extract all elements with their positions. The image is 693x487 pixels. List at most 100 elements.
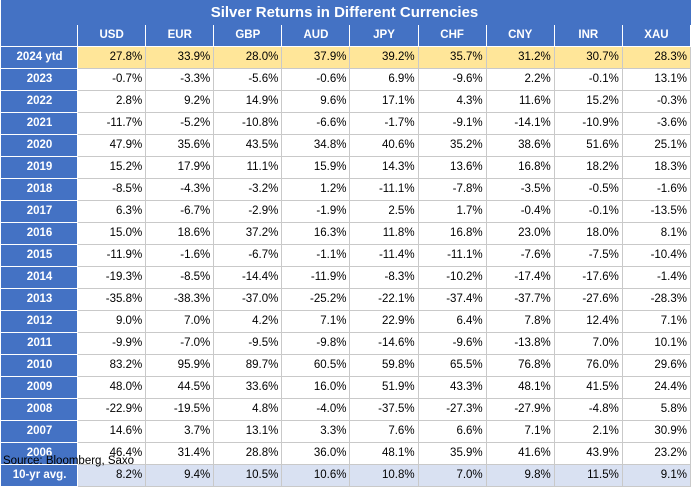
table-cell: 15.9% xyxy=(281,156,351,179)
table-cell: -3.5% xyxy=(485,178,555,201)
table-cell: 76.8% xyxy=(485,354,555,377)
table-cell: 12.4% xyxy=(553,310,623,333)
table-cell: -37.5% xyxy=(349,398,419,421)
table-cell: -8.5% xyxy=(77,178,147,201)
table-cell: -0.4% xyxy=(485,200,555,223)
row-label: 2006 xyxy=(0,442,79,465)
table-cell: 16.3% xyxy=(281,222,351,245)
average-row: 10-yr avg. 8.2% 9.4% 10.5% 10.6% 10.8% 7.0% 9.8… xyxy=(0,464,692,487)
table-cell: 18.3% xyxy=(621,156,692,179)
table-cell: -5.2% xyxy=(145,112,215,135)
table-row: 2011 -9.9% -7.0% -9.5% -9.8% -14.6% -9.6% -13.8… xyxy=(0,332,692,355)
table-cell: 7.6% xyxy=(349,420,419,443)
table-cell: 6.4% xyxy=(417,310,487,333)
table-cell: 1.2% xyxy=(281,178,351,201)
table-cell: 9.6% xyxy=(281,90,351,113)
table-cell: 44.5% xyxy=(145,376,215,399)
table-row: 2006 46.4% 31.4% 28.8% 36.0% 48.1% 35.9% 41.6% 4… xyxy=(0,442,692,465)
row-label: 2021 xyxy=(0,112,79,135)
column-header-inr: INR xyxy=(553,24,623,47)
table-cell: -9.6% xyxy=(417,332,487,355)
table-cell: -22.9% xyxy=(77,398,147,421)
table-cell: 28.8% xyxy=(213,442,283,465)
row-label: 10-yr avg. xyxy=(0,464,79,487)
table-cell: -10.8% xyxy=(213,112,283,135)
header-corner xyxy=(0,24,79,47)
column-header-aud: AUD xyxy=(281,24,351,47)
table-cell: 10.5% xyxy=(213,464,283,487)
source-note: Source: Bloomberg, Saxo xyxy=(3,455,135,467)
table-row: 2007 14.6% 3.7% 13.1% 3.3% 7.6% 6.6% 7.1% 2.1% 30… xyxy=(0,420,692,443)
table-cell: -19.5% xyxy=(145,398,215,421)
table-row: 2010 83.2% 95.9% 89.7% 60.5% 59.8% 65.5% 76.8% 7… xyxy=(0,354,692,377)
table-cell: 11.1% xyxy=(213,156,283,179)
table-cell: 41.5% xyxy=(553,376,623,399)
table-cell: 23.0% xyxy=(485,222,555,245)
table-cell: 10.1% xyxy=(621,332,692,355)
table-cell: 76.0% xyxy=(553,354,623,377)
table-cell: -27.3% xyxy=(417,398,487,421)
table-row: 2017 6.3% -6.7% -2.9% -1.9% 2.5% 1.7% -0.4% -0.1… xyxy=(0,200,692,223)
column-header-usd: USD xyxy=(77,24,147,47)
table-cell: -0.7% xyxy=(77,68,147,91)
table-cell: 11.5% xyxy=(553,464,623,487)
table-cell: -27.9% xyxy=(485,398,555,421)
row-label: 2016 xyxy=(0,222,79,245)
table-row: 2019 15.2% 17.9% 11.1% 15.9% 14.3% 13.6% 16.8% 1… xyxy=(0,156,692,179)
table-cell: -14.1% xyxy=(485,112,555,135)
table-cell: -13.8% xyxy=(485,332,555,355)
table-cell: -17.4% xyxy=(485,266,555,289)
table-cell: 9.4% xyxy=(145,464,215,487)
table-cell: 13.6% xyxy=(417,156,487,179)
table-cell: -28.3% xyxy=(621,288,692,311)
table-cell: 27.8% xyxy=(77,46,147,69)
table-cell: -27.6% xyxy=(553,288,623,311)
table-cell: -9.1% xyxy=(417,112,487,135)
table-cell: -13.5% xyxy=(621,200,692,223)
table-cell: 25.1% xyxy=(621,134,692,157)
table-cell: 15.0% xyxy=(77,222,147,245)
table-cell: -7.5% xyxy=(553,244,623,267)
table-cell: -11.9% xyxy=(281,266,351,289)
table-cell: 7.0% xyxy=(145,310,215,333)
table-cell: -11.9% xyxy=(77,244,147,267)
table-cell: -10.9% xyxy=(553,112,623,135)
table-cell: 7.0% xyxy=(417,464,487,487)
row-label: 2010 xyxy=(0,354,79,377)
table-cell: -3.6% xyxy=(621,112,692,135)
table-cell: -9.6% xyxy=(417,68,487,91)
table-title: Silver Returns in Different Currencies xyxy=(1,0,691,25)
column-header-chf: CHF xyxy=(417,24,487,47)
table-cell: -22.1% xyxy=(349,288,419,311)
table-cell: 46.4% xyxy=(77,442,147,465)
table-cell: -7.0% xyxy=(145,332,215,355)
table-cell: -2.9% xyxy=(213,200,283,223)
table-cell: 18.2% xyxy=(553,156,623,179)
column-header-jpy: JPY xyxy=(349,24,419,47)
row-label: 2008 xyxy=(0,398,79,421)
table-cell: -14.4% xyxy=(213,266,283,289)
table-cell: 7.1% xyxy=(485,420,555,443)
table-cell: 83.2% xyxy=(77,354,147,377)
table-cell: 8.2% xyxy=(77,464,147,487)
table-cell: 28.0% xyxy=(213,46,283,69)
table-row: 2008 -22.9% -19.5% 4.8% -4.0% -37.5% -27.3% -27… xyxy=(0,398,692,421)
table-cell: 18.6% xyxy=(145,222,215,245)
table-cell: 13.1% xyxy=(213,420,283,443)
row-label: 2022 xyxy=(0,90,79,113)
table-cell: -4.0% xyxy=(281,398,351,421)
row-label: 2014 xyxy=(0,266,79,289)
row-label: 2015 xyxy=(0,244,79,267)
table-cell: 43.9% xyxy=(553,442,623,465)
table-cell: -0.1% xyxy=(553,68,623,91)
table-row: 2012 9.0% 7.0% 4.2% 7.1% 22.9% 6.4% 7.8% 12.4% 7.… xyxy=(0,310,692,333)
row-label: 2019 xyxy=(0,156,79,179)
row-label: 2023 xyxy=(0,68,79,91)
table-cell: 41.6% xyxy=(485,442,555,465)
table-cell: -25.2% xyxy=(281,288,351,311)
table-cell: 7.0% xyxy=(553,332,623,355)
table-row: 2023 -0.7% -3.3% -5.6% -0.6% 6.9% -9.6% 2.2% -0.… xyxy=(0,68,692,91)
table-cell: 10.6% xyxy=(281,464,351,487)
